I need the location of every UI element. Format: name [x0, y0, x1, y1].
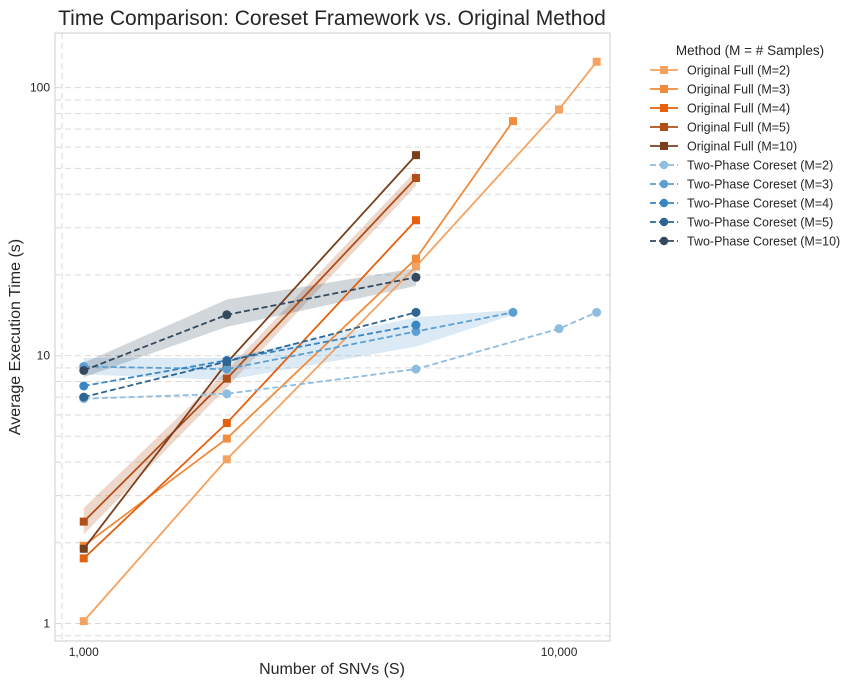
legend-label: Two-Phase Coreset (M=5)	[687, 216, 833, 230]
legend-swatch-marker	[660, 142, 668, 150]
data-point	[411, 320, 421, 330]
legend-label: Two-Phase Coreset (M=4)	[687, 197, 833, 211]
data-point	[222, 364, 232, 374]
data-point	[411, 364, 421, 374]
series-line	[83, 120, 514, 547]
data-point	[79, 554, 88, 563]
tick-labels: 1,000 10,000 1 10 100	[30, 81, 578, 659]
confidence-bands	[83, 170, 513, 535]
data-point	[554, 324, 564, 334]
legend-label: Two-Phase Coreset (M=10)	[687, 235, 840, 249]
chart-title: Time Comparison: Coreset Framework vs. O…	[58, 7, 606, 30]
legend-swatch-marker	[659, 179, 669, 189]
y-tick-label: 1	[43, 616, 50, 630]
legend-swatch-marker	[660, 104, 668, 112]
legend-swatch-marker	[660, 123, 668, 131]
data-point	[411, 216, 420, 225]
data-point	[222, 434, 231, 443]
legend: Method (M = # Samples) Original Full (M=…	[650, 43, 840, 249]
y-tick-label: 100	[30, 81, 50, 95]
series-layer	[79, 57, 602, 626]
legend-label: Original Full (M=3)	[687, 83, 790, 97]
legend-label: Two-Phase Coreset (M=3)	[687, 178, 833, 192]
legend-swatch-marker	[660, 66, 668, 74]
series-group	[79, 216, 420, 563]
legend-title: Method (M = # Samples)	[676, 43, 824, 58]
x-axis-label: Number of SNVs (S)	[259, 661, 405, 678]
data-point	[222, 419, 231, 428]
y-axis-label: Average Execution Time (s)	[7, 239, 24, 435]
x-tick-label: 10,000	[541, 645, 578, 659]
data-point	[222, 310, 232, 320]
data-point	[79, 381, 89, 391]
legend-swatch-marker	[659, 160, 669, 170]
legend-label: Two-Phase Coreset (M=2)	[687, 159, 833, 173]
legend-label: Original Full (M=10)	[687, 140, 797, 154]
legend-swatch-marker	[659, 198, 669, 208]
legend-swatch-marker	[660, 85, 668, 93]
series-group	[79, 57, 601, 626]
legend-label: Original Full (M=2)	[687, 64, 790, 78]
y-tick-label: 10	[37, 349, 51, 363]
data-point	[508, 117, 517, 126]
data-point	[411, 174, 420, 183]
data-point	[222, 357, 232, 367]
data-point	[555, 105, 564, 114]
data-point	[411, 254, 420, 263]
data-point	[411, 272, 421, 282]
legend-swatch-marker	[659, 236, 669, 246]
series-group	[79, 307, 421, 402]
data-point	[411, 326, 421, 336]
legend-label: Original Full (M=5)	[687, 121, 790, 135]
legend-swatch-marker	[659, 217, 669, 227]
data-point	[222, 455, 231, 464]
data-point	[592, 307, 602, 317]
data-point	[79, 392, 89, 402]
confidence-band	[83, 170, 416, 535]
data-point	[508, 307, 518, 317]
data-point	[79, 544, 88, 553]
data-point	[79, 365, 89, 375]
plot-frame	[54, 32, 611, 642]
series-group	[79, 174, 420, 526]
data-point	[222, 374, 231, 383]
series-line	[83, 311, 514, 371]
data-point	[411, 262, 420, 271]
x-tick-label: 1,000	[69, 645, 99, 659]
confidence-band	[83, 268, 416, 378]
data-point	[411, 151, 420, 160]
data-point	[79, 617, 88, 626]
data-point	[592, 57, 601, 66]
data-point	[411, 307, 421, 317]
data-point	[79, 517, 88, 526]
series-group	[79, 272, 421, 375]
data-point	[222, 389, 232, 399]
legend-label: Original Full (M=4)	[687, 102, 790, 116]
